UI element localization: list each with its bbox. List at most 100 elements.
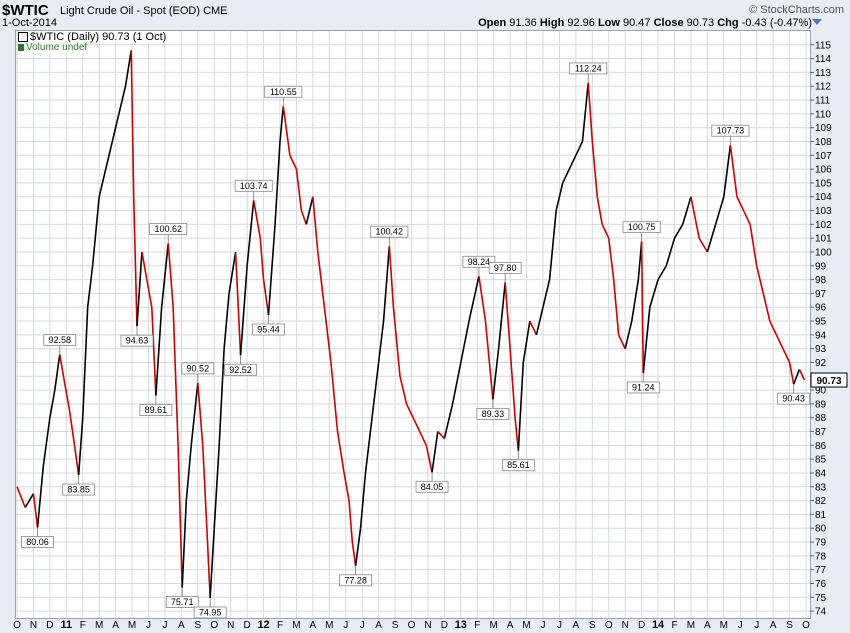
y-tick-label: 85	[815, 455, 827, 466]
x-tick-label: J	[360, 620, 365, 631]
price-segment	[484, 320, 494, 400]
annotation-label: 112.24	[575, 63, 602, 73]
price-segment	[98, 168, 107, 197]
instrument-title: Light Crude Oil - Spot (EOD)	[60, 5, 200, 17]
price-segment	[649, 279, 659, 308]
price-segment	[418, 431, 428, 446]
price-segment	[305, 196, 314, 225]
chevron-down-icon[interactable]	[812, 19, 822, 25]
price-segment	[555, 182, 564, 211]
x-tick-label: M	[325, 620, 333, 631]
price-segment	[729, 145, 738, 197]
y-tick-label: 77	[815, 565, 827, 576]
y-tick-label: 110	[815, 109, 831, 120]
x-tick-label: A	[375, 620, 382, 631]
y-tick-label: 90	[815, 386, 827, 397]
annotation-box	[339, 574, 373, 587]
annotation-box	[622, 221, 661, 234]
price-segment	[665, 237, 676, 267]
y-tick-label: 98	[815, 275, 827, 286]
y-tick-label: 109	[815, 123, 832, 134]
price-segment	[181, 500, 188, 588]
price-segment	[354, 528, 362, 566]
x-tick-label: M	[292, 620, 300, 631]
price-segment	[535, 307, 544, 336]
annotation-label: 100.42	[376, 227, 404, 237]
annotation-label: 77.28	[344, 575, 367, 585]
price-segment	[755, 265, 765, 294]
x-tick-label: O	[408, 620, 416, 631]
price-segment	[581, 82, 589, 142]
price-segment	[736, 196, 745, 211]
price-segment	[160, 243, 170, 308]
price-segment	[392, 307, 401, 377]
line-icon	[18, 32, 28, 43]
y-tick-label: 114	[815, 54, 831, 65]
y-tick-label: 107	[815, 151, 832, 162]
x-tick-label: O	[605, 620, 613, 631]
y-tick-label: 105	[815, 178, 832, 189]
annotation-label: 89.61	[145, 405, 168, 415]
price-segment	[681, 196, 692, 225]
y-tick-label: 80	[815, 524, 827, 535]
price-segment	[405, 403, 414, 419]
annotation-box	[476, 407, 510, 420]
x-tick-label: O	[210, 620, 218, 631]
price-segment	[377, 320, 385, 363]
y-tick-label: 101	[815, 234, 832, 245]
ticker-symbol: $WTIC	[2, 2, 49, 19]
price-segment	[42, 417, 51, 467]
price-segment	[68, 410, 76, 446]
stockcharts-logo[interactable]: © StockCharts.com	[749, 4, 844, 16]
x-tick-label: M	[687, 620, 695, 631]
price-segment	[167, 243, 174, 308]
price-segment	[213, 445, 220, 529]
high-value: 92.96	[567, 17, 595, 29]
annotation-box	[224, 363, 257, 376]
price-segment	[399, 376, 408, 405]
price-segment	[185, 445, 193, 501]
x-tick-label: N	[622, 620, 629, 631]
last-price-box	[810, 372, 848, 388]
x-tick-label: D	[441, 620, 448, 631]
price-segment	[77, 417, 84, 476]
price-segment	[742, 210, 751, 225]
annotation-box	[777, 392, 811, 405]
price-segment	[228, 251, 237, 294]
price-segment	[279, 106, 285, 142]
price-segment	[111, 113, 120, 142]
price-segment	[548, 210, 557, 280]
price-segment	[460, 320, 470, 363]
price-segment	[706, 224, 717, 253]
y-tick-label: 84	[815, 468, 827, 479]
annotation-label: 95.44	[257, 324, 280, 334]
annotation-box	[569, 62, 608, 75]
price-segment	[300, 210, 308, 225]
y-tick-label: 86	[815, 441, 827, 452]
annotation-box	[62, 483, 96, 496]
x-tick-label: S	[392, 620, 399, 631]
open-value: 91.36	[509, 17, 537, 29]
price-segment	[259, 238, 265, 280]
x-tick-label: J	[541, 620, 546, 631]
price-segment	[529, 320, 538, 336]
annotation-label: 84.05	[421, 482, 444, 492]
y-tick-label: 104	[815, 192, 832, 203]
ohlc-readout: Open 91.36 High 92.96 Low 90.47 Close 90…	[478, 17, 812, 29]
x-tick-label: 14	[652, 619, 665, 631]
price-segment	[451, 362, 462, 405]
x-tick-label: S	[786, 620, 793, 631]
price-segment	[63, 383, 71, 411]
price-segment	[267, 224, 276, 316]
close-value: 90.73	[686, 17, 715, 29]
annotation-label: 92.58	[48, 335, 71, 345]
y-tick-label: 78	[815, 551, 827, 562]
y-tick-label: 106	[815, 165, 832, 176]
low-label: Low	[597, 17, 620, 29]
last-price-label: 90.73	[816, 376, 841, 387]
volume-legend-text: Volume undef	[26, 42, 88, 53]
x-tick-label: N	[424, 620, 431, 631]
price-segment	[73, 445, 80, 476]
price-segment	[601, 224, 610, 239]
x-tick-label: J	[343, 620, 348, 631]
